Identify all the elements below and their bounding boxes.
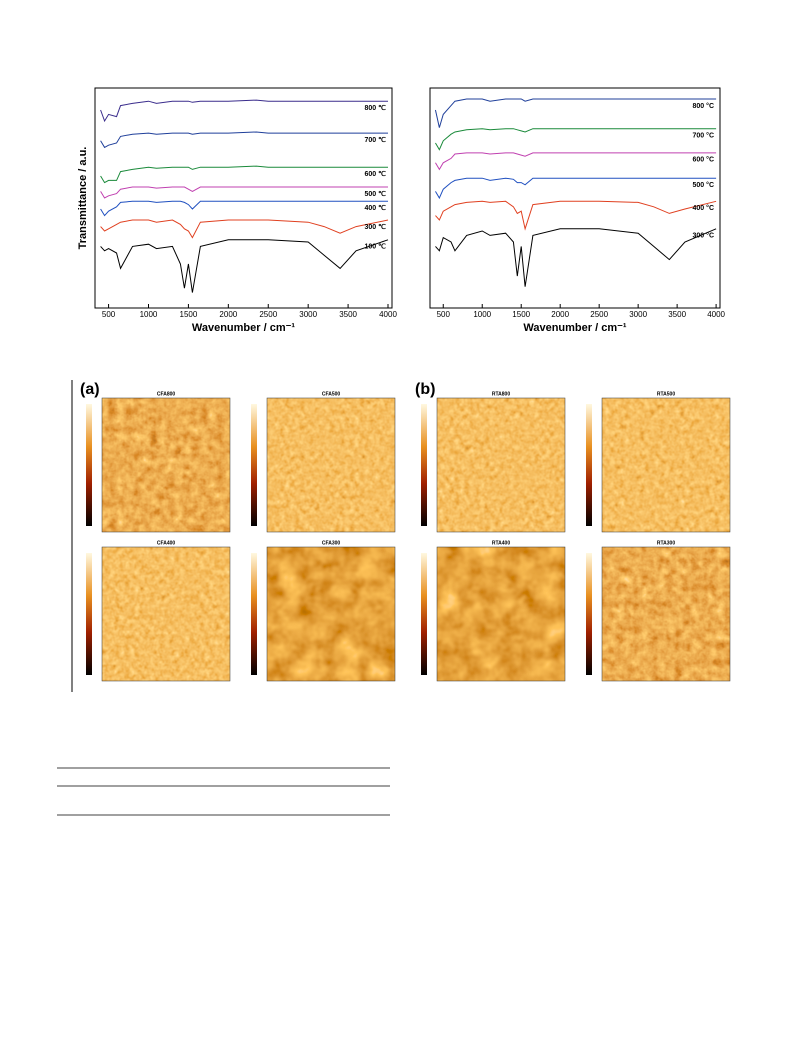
spectrum-line — [100, 131, 389, 149]
x-tick-label: 4000 — [707, 310, 725, 319]
x-tick-label: 3500 — [668, 310, 686, 319]
table-rules — [57, 767, 390, 816]
legend-label: 800 ℃ — [365, 104, 387, 112]
legend-label: 500 °C — [693, 181, 714, 189]
legend-label: 700 ℃ — [365, 136, 387, 144]
legend-label: 700 °C — [693, 132, 714, 140]
x-tick-label: 2000 — [219, 310, 237, 319]
x-tick-label: 3000 — [629, 310, 647, 319]
spectrum-line — [100, 219, 389, 239]
panel-title: CFA400 — [157, 540, 176, 546]
panel-title: RTA400 — [492, 540, 510, 546]
x-tick-label: 500 — [102, 310, 116, 319]
panel-title: RTA500 — [657, 391, 675, 397]
afm-image — [602, 398, 730, 532]
afm-image — [267, 398, 395, 532]
afm-frame — [601, 397, 731, 533]
x-tick-label: 2500 — [590, 310, 608, 319]
colorbar — [586, 404, 592, 526]
legend-label: 400 °C — [693, 204, 714, 212]
spectrum-line — [435, 128, 717, 151]
panel-group-label: (b) — [415, 381, 435, 398]
legend-label: 600 ℃ — [365, 170, 387, 178]
legend-label: 800 °C — [693, 102, 714, 110]
legend-label: 100 ℃ — [365, 243, 387, 251]
x-tick-label: 500 — [437, 310, 451, 319]
spectrum-line — [435, 152, 717, 171]
afm-frame — [436, 397, 566, 533]
colorbar — [86, 404, 92, 526]
panel-title: CFA800 — [157, 391, 176, 397]
spectrum-line — [435, 228, 717, 287]
x-axis-label: Wavenumber / cm⁻¹ — [192, 322, 296, 334]
afm-image — [102, 547, 230, 681]
panel-title: CFA500 — [322, 391, 341, 397]
colorbar — [251, 553, 257, 675]
x-tick-label: 1500 — [180, 310, 198, 319]
spectrum-line — [100, 99, 389, 123]
x-tick-label: 1500 — [512, 310, 530, 319]
x-tick-label: 1000 — [473, 310, 491, 319]
plot-frame — [429, 87, 721, 309]
colorbar — [421, 553, 427, 675]
spectrum-line — [434, 98, 717, 128]
afm-frame — [266, 546, 396, 682]
afm-image — [437, 398, 565, 532]
x-tick-label: 4000 — [379, 310, 397, 319]
plot-frame — [94, 87, 393, 309]
afm-frame — [601, 546, 731, 682]
spectrum-line — [435, 177, 717, 200]
afm-frame — [101, 397, 231, 533]
x-tick-label: 3500 — [339, 310, 357, 319]
x-tick-label: 2000 — [551, 310, 569, 319]
x-tick-label: 2500 — [259, 310, 277, 319]
x-axis-label: Wavenumber / cm⁻¹ — [523, 322, 627, 334]
spectrum-line — [100, 239, 389, 293]
legend-label: 300 °C — [693, 232, 714, 240]
legend-label: 400 ℃ — [365, 204, 387, 212]
colorbar — [586, 553, 592, 675]
panel-title: RTA300 — [657, 540, 675, 546]
spectrum-line — [100, 165, 389, 184]
afm-figure: (a) CFA800 CFA500 CFA400 CFA300 (b) RTA800 RTA5… — [71, 380, 731, 692]
afm-image — [267, 547, 395, 681]
y-axis-label: Transmittance / a.u. — [77, 147, 89, 250]
x-tick-label: 3000 — [299, 310, 317, 319]
x-tick-label: 1000 — [140, 310, 158, 319]
legend-label: 600 °C — [693, 156, 714, 164]
afm-frame — [266, 397, 396, 533]
afm-frame — [436, 546, 566, 682]
spectrum-line — [100, 186, 389, 199]
afm-image — [437, 547, 565, 681]
panel-group-label: (a) — [80, 381, 100, 398]
afm-image — [602, 547, 730, 681]
spectrum-line — [435, 200, 717, 231]
ftir-charts: 500 1000 1500 2000 2500 3000 3500 4000 Wavenumbe… — [77, 87, 726, 334]
afm-image — [102, 398, 230, 532]
panel-title: CFA300 — [322, 540, 341, 546]
spectrum-line — [100, 200, 389, 217]
colorbar — [86, 553, 92, 675]
afm-frame — [101, 546, 231, 682]
legend-label: 300 ℃ — [365, 223, 387, 231]
colorbar — [421, 404, 427, 526]
colorbar — [251, 404, 257, 526]
legend-label: 500 ℃ — [365, 190, 387, 198]
panel-title: RTA800 — [492, 391, 510, 397]
